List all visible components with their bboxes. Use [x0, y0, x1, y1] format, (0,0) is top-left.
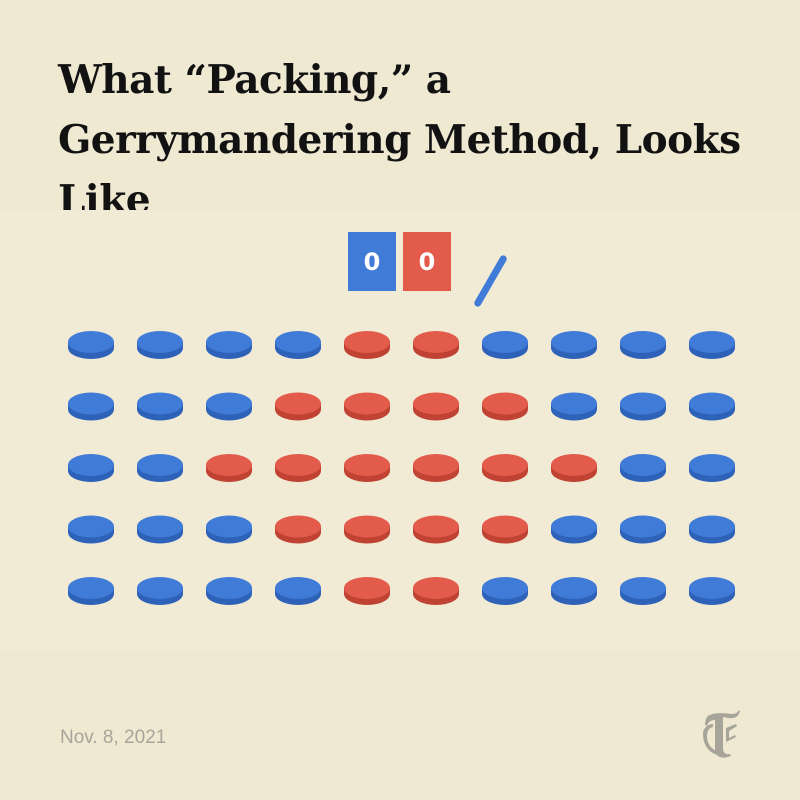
red-voter-disc	[413, 577, 459, 605]
blue-voter-disc	[137, 392, 183, 421]
red-voter-disc	[482, 454, 528, 482]
red-voter-disc	[275, 515, 321, 544]
blue-voter-disc	[68, 577, 114, 605]
blue-voter-disc	[620, 515, 666, 544]
blue-voter-disc	[68, 454, 114, 482]
red-voter-disc	[413, 515, 459, 544]
blue-voter-disc	[551, 515, 597, 544]
blue-voter-disc	[620, 331, 666, 359]
red-voter-disc	[413, 392, 459, 421]
blue-voter-disc	[68, 515, 114, 544]
red-voter-disc	[344, 515, 390, 544]
blue-voter-disc	[275, 331, 321, 359]
red-seat-count: 0	[403, 232, 451, 291]
blue-voter-disc	[206, 515, 252, 544]
blue-voter-disc	[551, 577, 597, 605]
blue-voter-disc	[551, 392, 597, 421]
red-voter-disc	[482, 392, 528, 421]
blue-voter-disc	[206, 331, 252, 359]
red-voter-disc	[551, 454, 597, 482]
red-voter-disc	[206, 454, 252, 482]
blue-voter-disc	[137, 454, 183, 482]
blue-voter-disc	[137, 577, 183, 605]
blue-voter-disc	[689, 577, 735, 605]
blue-voter-disc	[620, 392, 666, 421]
blue-voter-disc	[137, 331, 183, 359]
blue-voter-disc	[68, 331, 114, 359]
blue-voter-disc	[689, 454, 735, 482]
red-voter-disc	[344, 331, 390, 359]
red-voter-disc	[413, 331, 459, 359]
blue-voter-disc	[68, 392, 114, 421]
red-voter-disc	[275, 392, 321, 421]
blue-voter-disc	[206, 392, 252, 421]
blue-voter-disc	[206, 577, 252, 605]
publish-date: Nov. 8, 2021	[60, 727, 167, 748]
blue-voter-disc	[137, 515, 183, 544]
blue-voter-disc	[482, 577, 528, 605]
blue-voter-disc	[689, 392, 735, 421]
diagram-panel	[0, 210, 800, 650]
page-title: What “Packing,” a Gerrymandering Method,…	[58, 57, 741, 223]
red-voter-disc	[413, 454, 459, 482]
red-voter-disc	[275, 454, 321, 482]
red-voter-disc	[344, 392, 390, 421]
nyt-t-logo-icon	[703, 710, 740, 758]
blue-voter-disc	[689, 515, 735, 544]
blue-voter-disc	[551, 331, 597, 359]
blue-voter-disc	[689, 331, 735, 359]
blue-voter-disc	[620, 577, 666, 605]
blue-voter-disc	[620, 454, 666, 482]
blue-voter-disc	[275, 577, 321, 605]
blue-seat-count: 0	[348, 232, 396, 291]
blue-voter-disc	[482, 331, 528, 359]
red-voter-disc	[344, 577, 390, 605]
red-voter-disc	[344, 454, 390, 482]
red-voter-disc	[482, 515, 528, 544]
